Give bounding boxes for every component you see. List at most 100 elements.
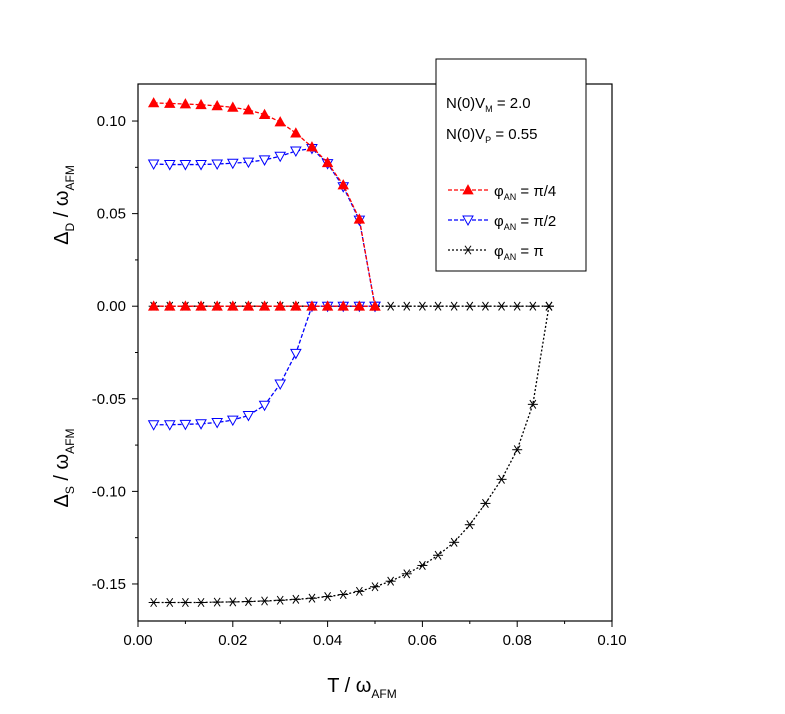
- legend: N(0)VM = 2.0 N(0)VP = 0.55 φAN = π/4 φAN…: [435, 58, 587, 272]
- series-2-point: [527, 399, 538, 409]
- series-0-point: [258, 300, 271, 311]
- series-2-point: [512, 301, 523, 311]
- series-2-point: [464, 301, 475, 311]
- y-tick-label: -0.10: [92, 483, 126, 500]
- series-0-point: [337, 300, 349, 311]
- series-2-point: [370, 582, 380, 592]
- legend-marker-2: [463, 245, 473, 255]
- series-1-point: [242, 410, 255, 422]
- series-2-point: [401, 569, 412, 579]
- series-1-point: [226, 415, 239, 427]
- x-tick-label: 0.02: [218, 632, 247, 649]
- x-tick-label: 0.08: [503, 632, 532, 649]
- y-tick-label: 0.10: [97, 113, 126, 130]
- param-vp: N(0)VP = 0.55: [446, 126, 537, 145]
- series-2-point: [385, 301, 396, 311]
- series-0-point: [337, 179, 349, 190]
- series-2-point: [259, 596, 270, 606]
- series-0-point: [164, 97, 176, 108]
- series-2-point: [290, 594, 301, 604]
- series-2-point: [164, 597, 175, 608]
- series-0-point: [179, 300, 192, 311]
- series-1-point: [211, 159, 224, 171]
- y-tick-label: 0.00: [97, 298, 126, 315]
- series-0-point: [369, 300, 381, 311]
- series-0-point: [321, 156, 334, 168]
- series-2-point: [180, 597, 191, 608]
- series-1-point: [195, 419, 207, 430]
- series-2-point: [433, 550, 444, 560]
- series-1-point: [211, 417, 224, 429]
- series-2-point: [227, 597, 238, 607]
- series-2-point: [401, 301, 412, 311]
- series-2-point: [354, 586, 365, 596]
- series-0-point: [274, 116, 286, 127]
- series-1-point: [195, 160, 207, 171]
- legend-box: [435, 58, 587, 272]
- series-1-point: [226, 158, 239, 170]
- series-2-point: [496, 301, 507, 311]
- series-0-point: [179, 98, 192, 109]
- series-0-point: [211, 100, 223, 111]
- param-vm: N(0)VM = 2.0: [446, 95, 531, 114]
- legend-label-pi4: φAN = π/4: [494, 183, 556, 202]
- series-2-point: [275, 595, 286, 605]
- series-0-point: [211, 300, 223, 311]
- series-0-point: [195, 98, 207, 110]
- series-2-point: [433, 301, 444, 311]
- axis-ticks: 0.00 0.02 0.04 0.06 0.08 0.10 -0.15 -0.10 -0.05 0…: [92, 113, 627, 649]
- series-2-point: [449, 537, 460, 547]
- x-tick-label: 0.06: [408, 632, 437, 649]
- legend-label-pi: φAN = π: [494, 243, 544, 262]
- series-0-point: [242, 300, 255, 311]
- series-1-curve-0-line: [153, 147, 376, 307]
- series-1-point: [179, 160, 192, 171]
- legend-marker-0: [462, 184, 474, 195]
- series-2-point: [196, 597, 207, 608]
- series-1-point: [147, 159, 160, 171]
- series-0-point: [353, 213, 366, 224]
- series-2-point: [464, 520, 475, 530]
- series-2-point: [322, 592, 333, 602]
- x-tick-label: 0.04: [313, 632, 342, 649]
- series-2-point: [148, 597, 159, 608]
- series-0-point: [242, 104, 255, 115]
- series-2-curve-1-line: [153, 306, 550, 604]
- series-0-point: [353, 300, 366, 311]
- series-0-point: [195, 300, 207, 311]
- series-2-point: [306, 593, 317, 603]
- x-tick-label: 0.00: [123, 632, 152, 649]
- y-tick-label: -0.05: [92, 391, 126, 408]
- series-0-point: [147, 300, 160, 311]
- series-1-point: [289, 146, 302, 158]
- y-axis-label-bottom: ΔS / ωAFM: [51, 428, 77, 507]
- series-2-point: [496, 474, 507, 484]
- series-1-point: [163, 160, 176, 171]
- series-0-point: [306, 141, 318, 152]
- x-axis-label: T / ωAFM: [327, 675, 396, 701]
- series-0-point: [274, 300, 286, 311]
- legend-items: [448, 184, 488, 255]
- series-2-point: [243, 597, 254, 607]
- series-1-point: [179, 419, 192, 431]
- series-1-point: [147, 420, 160, 431]
- series-0-point: [306, 300, 318, 311]
- series-1-point: [258, 400, 271, 412]
- series-1-point: [274, 151, 287, 163]
- series-1-point: [274, 379, 287, 391]
- series-0-point: [164, 300, 176, 311]
- series-0-point: [227, 101, 239, 112]
- series-2-point: [480, 301, 491, 311]
- series-1-point: [163, 420, 176, 431]
- legend-marker-1: [462, 215, 474, 227]
- y-tick-label: -0.15: [92, 576, 126, 593]
- series-2-point: [417, 301, 428, 311]
- series-2-point: [543, 301, 554, 311]
- series-0-point: [258, 108, 271, 119]
- series-2-point: [449, 301, 460, 311]
- series-2-point: [512, 445, 523, 455]
- plot-marks: [147, 97, 554, 608]
- series-0-curve-0-line: [153, 102, 376, 307]
- series-2-point: [212, 597, 223, 607]
